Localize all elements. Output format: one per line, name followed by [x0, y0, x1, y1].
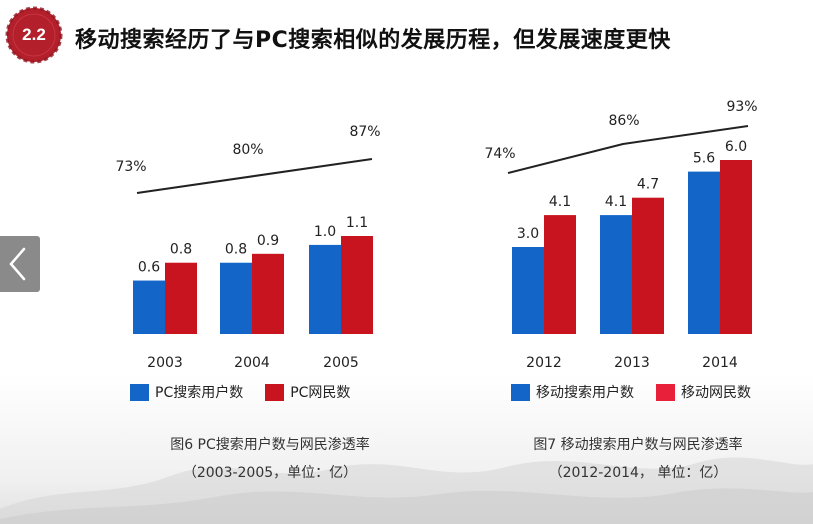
chart1-subtitle: （2003-2005，单位：亿）	[182, 465, 358, 481]
chart1-bar-2003-netizens	[165, 262, 197, 334]
chart2-caption: 图7 移动搜索用户数与网民渗透率 （2012-2014， 单位：亿）	[488, 434, 788, 482]
chart1-bar-2003-search-users	[133, 280, 165, 334]
legend-item-mobile-search-users: 移动搜索用户数	[511, 382, 634, 402]
chart2-bar-2014-netizens	[720, 160, 752, 334]
chart1-penetration-label: 87%	[349, 124, 380, 140]
chart1-caption: 图6 PC搜索用户数与网民渗透率 （2003-2005，单位：亿）	[120, 434, 420, 482]
chart1-data-label: 1.0	[314, 224, 336, 240]
badge-seal-shape	[5, 6, 63, 64]
legend-item-mobile-netizens: 移动网民数	[656, 382, 751, 402]
chevron-left-icon	[9, 247, 26, 281]
chart2-title: 图7 移动搜索用户数与网民渗透率	[533, 437, 743, 453]
chart2-penetration-label: 93%	[726, 99, 757, 115]
chart2-bar-2012-netizens	[544, 215, 576, 334]
chart1-bar-2005-search-users	[309, 244, 341, 334]
chart2-category-label: 2012	[526, 355, 562, 371]
chart1-data-label: 0.8	[170, 242, 192, 258]
chart2-penetration-label: 74%	[484, 146, 515, 162]
legend-label: PC搜索用户数	[155, 385, 244, 401]
chart1-category-label: 2003	[147, 355, 183, 371]
chart2-data-label: 4.1	[605, 194, 627, 210]
chart1-data-label: 0.6	[138, 260, 160, 276]
chart1-bar-2004-search-users	[220, 262, 252, 334]
chart1-bar-2005-netizens	[341, 236, 373, 334]
legend-item-pc-search-users: PC搜索用户数	[130, 382, 243, 402]
chart2-bar-2014-search-users	[688, 171, 720, 334]
chart1-category-label: 2004	[234, 355, 270, 371]
chart1-penetration-trend-line	[136, 158, 373, 194]
legend-swatch-red	[656, 383, 675, 401]
chart1-penetration-label: 80%	[232, 142, 263, 158]
prev-slide-button[interactable]	[0, 236, 40, 292]
legend-swatch-red	[265, 383, 285, 401]
chart1-legend: PC搜索用户数 PC网民数	[130, 382, 372, 402]
section-number: 2.2	[22, 25, 46, 44]
chart1-bar-2004-netizens	[252, 253, 284, 334]
chart2-category-label: 2014	[702, 355, 738, 371]
chart2-legend: 移动搜索用户数 移动网民数	[511, 382, 773, 402]
legend-label: 移动搜索用户数	[536, 385, 634, 401]
chart2-category-label: 2013	[614, 355, 650, 371]
chart2-data-label: 4.7	[637, 177, 659, 193]
chart2-data-label: 6.0	[725, 139, 747, 155]
chart2-data-label: 5.6	[693, 151, 715, 167]
page-title: 移动搜索经历了与PC搜索相似的发展历程，但发展速度更快	[75, 28, 671, 53]
chart1-category-label: 2005	[323, 355, 359, 371]
chart1-data-label: 0.8	[225, 242, 247, 258]
chart2-data-label: 3.0	[517, 226, 539, 242]
chart2-subtitle: （2012-2014， 单位：亿）	[548, 465, 728, 481]
chart2-penetration-label: 86%	[608, 113, 639, 129]
chart1-data-label: 0.9	[257, 233, 279, 249]
chart1-data-label: 1.1	[346, 215, 368, 231]
chart2-bar-2013-netizens	[632, 197, 664, 334]
legend-label: 移动网民数	[681, 385, 751, 401]
chart1-penetration-label: 73%	[115, 159, 146, 175]
chart2-bar-2012-search-users	[512, 247, 544, 334]
chart1-title: 图6 PC搜索用户数与网民渗透率	[170, 437, 370, 453]
chart2-bar-2013-search-users	[600, 215, 632, 334]
section-badge: 2.2	[5, 6, 63, 64]
legend-item-pc-netizens: PC网民数	[265, 382, 350, 402]
legend-swatch-blue	[511, 383, 530, 401]
legend-label: PC网民数	[290, 385, 351, 401]
legend-swatch-blue	[130, 383, 149, 401]
chart2-penetration-trend-line	[507, 125, 749, 174]
chart2-data-label: 4.1	[549, 194, 571, 210]
